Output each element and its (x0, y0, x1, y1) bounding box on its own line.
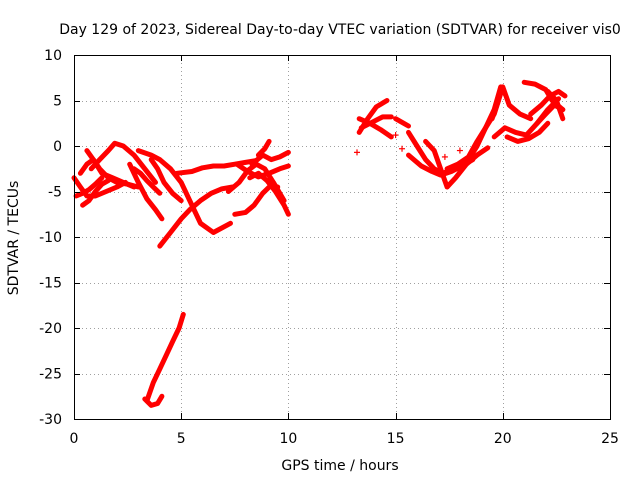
data-point-marker (399, 145, 406, 152)
series-track-10 (148, 157, 184, 204)
data-point-marker (441, 153, 448, 160)
chart-title: Day 129 of 2023, Sidereal Day-to-day VTE… (59, 22, 621, 38)
y-tick-label: 5 (53, 94, 62, 110)
y-tick-label: 0 (53, 139, 62, 155)
tick-layer: 0 5 10 15 20 25 -30 -25 -20 -15 -10 -5 0 5 10 (39, 48, 619, 447)
series-track-24 (393, 116, 411, 129)
series-track-6 (88, 140, 158, 185)
y-tick-label: -30 (39, 412, 62, 428)
series-track-9 (135, 148, 233, 235)
x-tick-label: 15 (387, 431, 405, 447)
series-track-30 (489, 84, 534, 122)
series-track-5 (84, 148, 137, 190)
y-tick-label: 10 (44, 48, 62, 64)
series-layer (71, 79, 568, 408)
y-tick-label: -15 (39, 276, 62, 292)
series-track-18 (247, 170, 291, 217)
x-tick-label: 20 (494, 431, 512, 447)
series-track-2 (73, 175, 105, 199)
grid-layer (74, 55, 610, 419)
series-track-27 (423, 138, 491, 190)
y-tick-label: -10 (39, 230, 62, 246)
x-tick-label: 5 (177, 431, 186, 447)
series-track-15 (225, 161, 287, 204)
series-track-22 (356, 116, 394, 140)
series-track-8 (131, 166, 163, 196)
y-tick-label: -20 (39, 321, 62, 337)
data-point-marker (354, 149, 361, 156)
x-tick-label: 10 (279, 431, 297, 447)
y-axis-label: SDTVAR / TECUs (6, 181, 22, 296)
x-axis-label: GPS time / hours (281, 458, 398, 474)
series-track-12 (144, 311, 186, 404)
series-track-7 (127, 161, 165, 222)
y-tick-label: -25 (39, 367, 62, 383)
data-point-marker (392, 132, 399, 139)
data-point-marker (456, 147, 463, 154)
series-track-20 (255, 138, 272, 158)
series-track-32 (504, 120, 551, 144)
series-track-36 (545, 88, 566, 122)
series-track-19 (249, 149, 291, 167)
series-track-14 (174, 158, 259, 176)
series-track-13 (142, 393, 165, 408)
point-layer (354, 132, 463, 160)
series-track-11 (157, 184, 236, 249)
series-track-4 (80, 178, 111, 208)
series-track-1 (71, 175, 128, 199)
series-track-23 (358, 114, 394, 131)
x-tick-label: 0 (70, 431, 79, 447)
y-tick-label: -5 (48, 185, 62, 201)
x-tick-label: 25 (601, 431, 619, 447)
